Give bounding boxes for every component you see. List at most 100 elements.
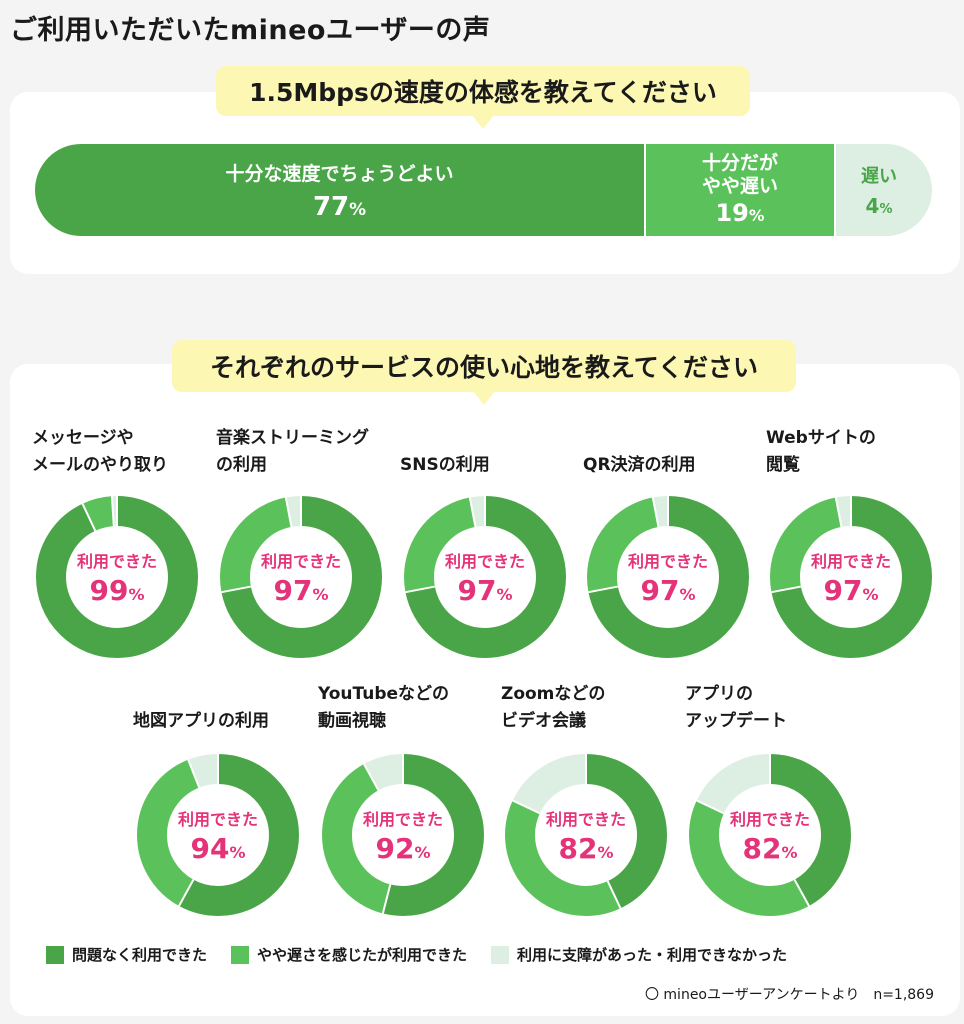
donut-svg: [322, 754, 484, 916]
donut-title-line: アップデート: [685, 710, 787, 731]
donut-chart: 利用できた 99%: [34, 494, 200, 660]
donut-slice-slow: [505, 754, 667, 916]
donut-title-line: 音楽ストリーミング: [216, 428, 369, 449]
speed-stacked-bar: 十分な速度でちょうどよい 77% 十分だが やや遅い 19% 遅い 4%: [35, 144, 932, 236]
donut-separator: [468, 497, 477, 528]
bar-segment-label: 遅い: [861, 166, 897, 187]
donut-center-value: 97%: [274, 574, 329, 607]
donut-title: Zoomなどの ビデオ会議: [501, 676, 671, 734]
legend-label: やや遅さを感じたが利用できた: [257, 946, 468, 964]
donut-center-label: 利用できた: [627, 551, 708, 571]
donut-title-line: Webサイトの: [766, 428, 876, 449]
legend-label: 問題なく利用できた: [72, 946, 208, 964]
donut-center: 利用できた 82%: [503, 752, 669, 918]
legend-swatch: [491, 945, 510, 964]
donut-title: YouTubeなどの 動画視聴: [318, 676, 488, 734]
donut-title-line: SNSの利用: [400, 454, 490, 475]
donut-chart: 利用できた 94%: [135, 752, 301, 918]
bar-segment-label: やや遅い: [701, 174, 778, 197]
donut-center-label: 利用できた: [362, 809, 443, 829]
donut-chart: 利用できた 82%: [687, 752, 853, 918]
donut-separator: [221, 585, 252, 594]
speed-question-bubble: 1.5Mbpsの速度の体感を教えてください: [216, 66, 750, 116]
bar-segment-slow: 十分だが やや遅い 19%: [646, 144, 836, 236]
donut-slice-slow: [220, 496, 382, 658]
donut-center-label: 利用できた: [810, 551, 891, 571]
donut-svg: [137, 754, 299, 916]
donut-title: 音楽ストリーミング の利用: [216, 420, 386, 478]
donut-center-value: 97%: [824, 574, 879, 607]
donut-separator: [651, 497, 660, 528]
donut-center-label: 利用できた: [444, 551, 525, 571]
donut-chart: 利用できた 97%: [402, 494, 568, 660]
donut-separator: [381, 884, 392, 914]
donut-center-value: 99%: [90, 574, 145, 607]
donut-percent-sign: %: [128, 584, 145, 604]
donut-separator: [81, 503, 97, 532]
donut-center: 利用できた 92%: [320, 752, 486, 918]
legend-label: 利用に支障があった・利用できなかった: [517, 946, 788, 964]
donut-title-line: メッセージや: [32, 428, 134, 449]
donut-center-label: 利用できた: [260, 551, 341, 571]
donut-center: 利用できた 99%: [34, 494, 200, 660]
donut-title-line: QR決済の利用: [583, 454, 696, 475]
donut-title: Webサイトの 閲覧: [766, 420, 936, 478]
donut-center: 利用できた 97%: [218, 494, 384, 660]
donut-center-value: 92%: [376, 832, 431, 865]
donut-center: 利用できた 94%: [135, 752, 301, 918]
donut-separator: [284, 497, 293, 528]
donut-separator: [187, 759, 201, 788]
legend-swatch: [231, 945, 250, 964]
donut-percent-sign: %: [414, 842, 431, 862]
bar-segment-good: 十分な速度でちょうどよい 77%: [35, 144, 646, 236]
donut-center-value: 97%: [458, 574, 513, 607]
donut-separator: [363, 763, 380, 791]
legend-swatch: [46, 945, 64, 964]
donut-slice-slow: [404, 496, 566, 658]
donut-separator: [110, 496, 115, 527]
donut-svg: [770, 496, 932, 658]
donut-svg: [36, 496, 198, 658]
donut-percent-number: 99: [89, 573, 129, 607]
donut-title-line: の利用: [216, 454, 267, 475]
donut-separator: [405, 585, 436, 594]
donut-separator: [588, 585, 619, 594]
donut-percent-sign: %: [781, 842, 798, 862]
bar-segment-bad: 遅い 4%: [836, 144, 932, 236]
donut-center-value: 97%: [641, 574, 696, 607]
donut-center-value: 82%: [559, 832, 614, 865]
legend-item-slow: やや遅さを感じたが利用できた: [231, 944, 467, 965]
donut-percent-number: 97: [457, 573, 497, 607]
donut-center-value: 82%: [743, 832, 798, 865]
donut-chart: 利用できた 92%: [320, 752, 486, 918]
donut-separator: [178, 879, 195, 907]
donut-center-label: 利用できた: [76, 551, 157, 571]
donut-svg: [404, 496, 566, 658]
legend-item-ok: 問題なく利用できた: [46, 944, 207, 965]
bar-segment-value: 19%: [715, 199, 765, 228]
donut-center-value: 94%: [191, 832, 246, 865]
donut-title-line: アプリの: [685, 684, 753, 705]
donut-separator: [696, 799, 725, 815]
survey-note: 〇 mineoユーザーアンケートより n=1,869: [644, 987, 934, 1003]
bar-segment-value: 4%: [865, 194, 893, 218]
bar-segment-label: 十分だが: [701, 151, 778, 174]
legend: 問題なく利用できた やや遅さを感じたが利用できた 利用に支障があった・利用できな…: [46, 944, 946, 965]
donut-center-label: 利用できた: [729, 809, 810, 829]
donut-title-line: ビデオ会議: [501, 710, 586, 731]
donut-title-line: メールのやり取り: [32, 454, 168, 475]
donut-title: QR決済の利用: [583, 420, 753, 478]
donut-chart: 利用できた 82%: [503, 752, 669, 918]
donut-center: 利用できた 82%: [687, 752, 853, 918]
legend-item-ng: 利用に支障があった・利用できなかった: [491, 944, 787, 965]
donut-separator: [771, 585, 802, 594]
donut-chart: 利用できた 97%: [768, 494, 934, 660]
donut-center: 利用できた 97%: [768, 494, 934, 660]
donut-svg: [220, 496, 382, 658]
donut-percent-sign: %: [229, 842, 246, 862]
donut-percent-sign: %: [597, 842, 614, 862]
donut-slice-slow: [689, 754, 851, 916]
bar-segment-label: 十分な速度でちょうどよい: [225, 162, 454, 185]
donut-slice-slow: [587, 496, 749, 658]
donut-title-line: 動画視聴: [318, 710, 386, 731]
